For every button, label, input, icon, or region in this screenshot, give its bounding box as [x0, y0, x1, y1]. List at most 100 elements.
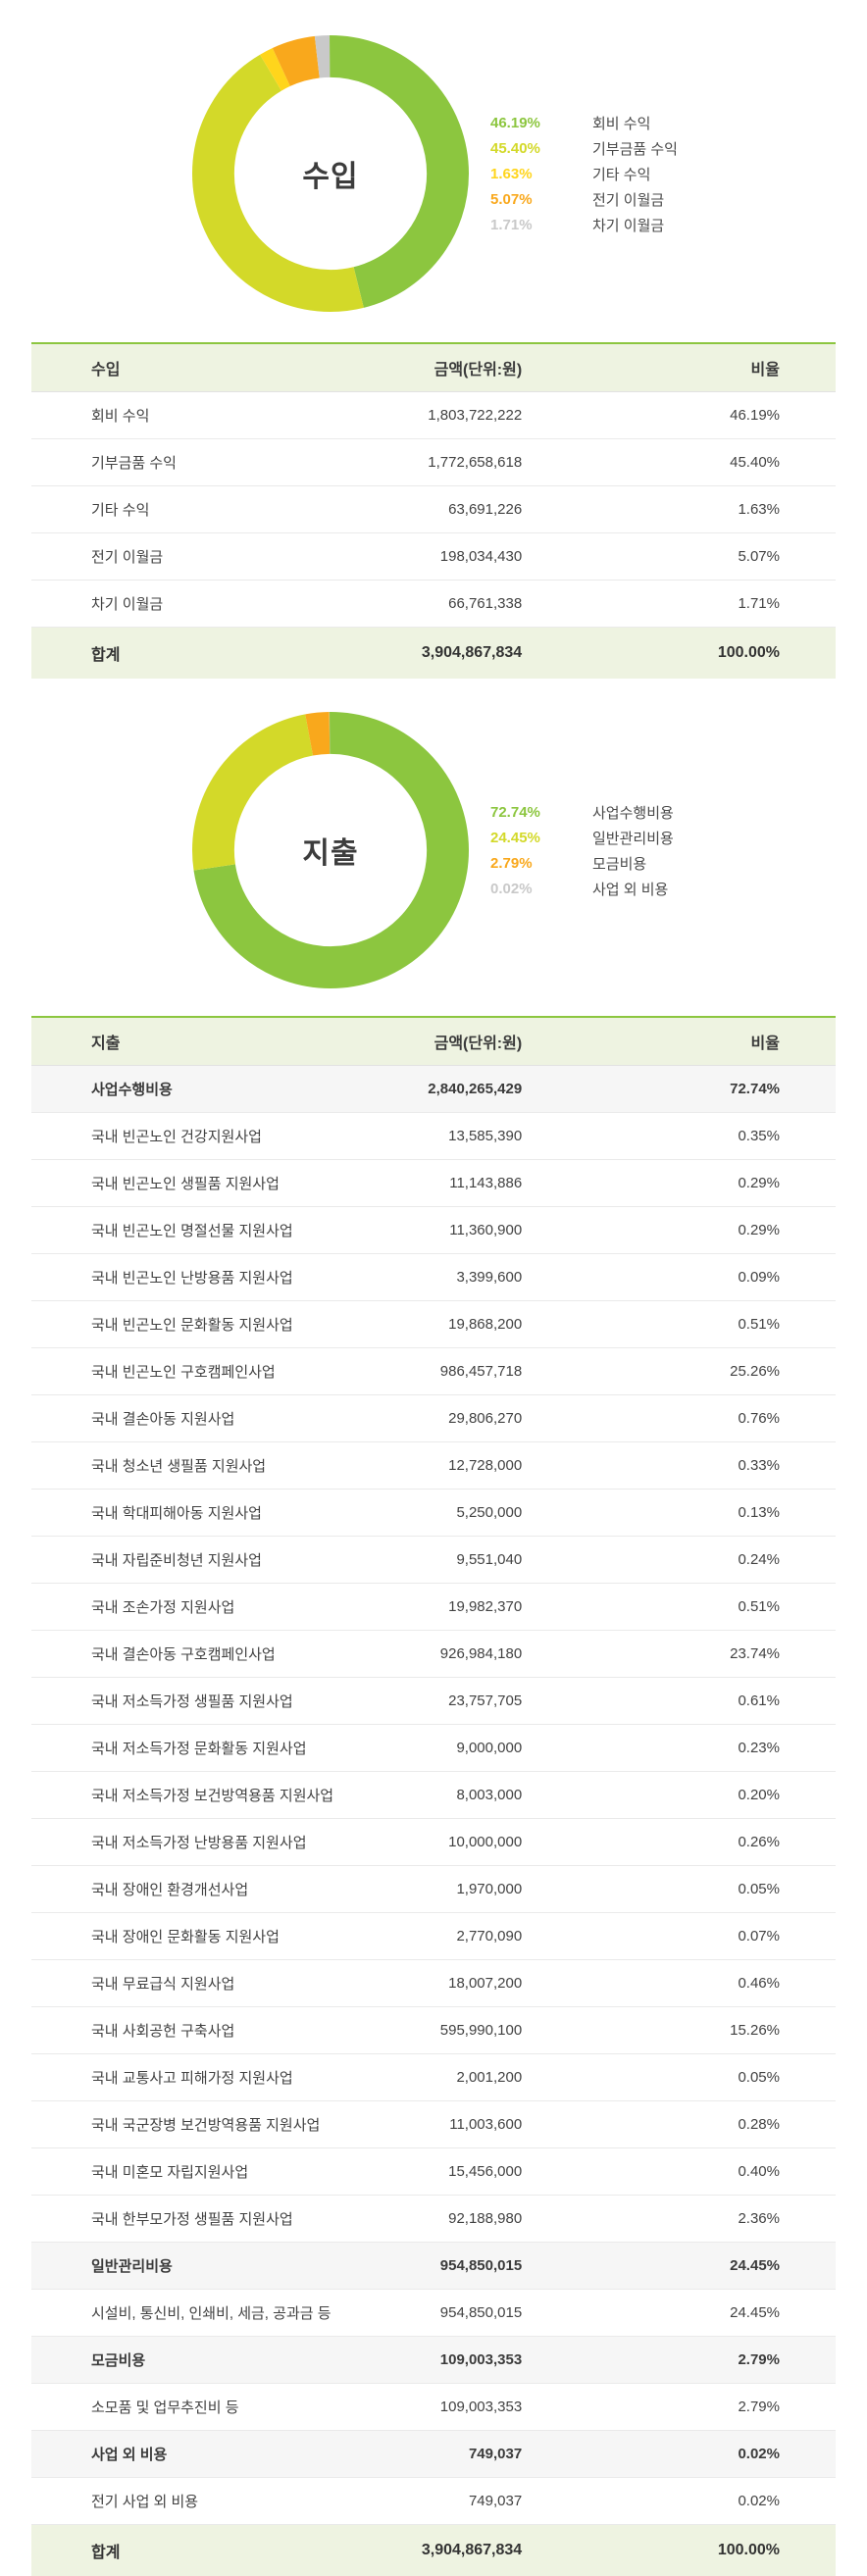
table-row: 사업 외 비용 749,037 0.02% — [31, 2431, 836, 2478]
row-label: 국내 결손아동 구호캠페인사업 — [91, 1646, 276, 1663]
table-row: 국내 빈곤노인 문화활동 지원사업 19,868,200 0.51% — [31, 1301, 836, 1348]
row-ratio: 0.24% — [738, 1551, 780, 1568]
table-total-row: 합계 3,904,867,834 100.00% — [31, 2525, 836, 2576]
row-label: 전기 이월금 — [91, 549, 164, 566]
table-row: 국내 저소득가정 난방용품 지원사업 10,000,000 0.26% — [31, 1819, 836, 1866]
row-amount: 66,761,338 — [448, 595, 523, 612]
row-ratio: 100.00% — [717, 2542, 780, 2558]
row-label: 기부금품 수익 — [91, 455, 177, 472]
table-row: 시설비, 통신비, 인쇄비, 세금, 공과금 등 954,850,015 24.45… — [31, 2290, 836, 2337]
row-label: 국내 빈곤노인 명절선물 지원사업 — [91, 1223, 293, 1239]
table-row: 국내 국군장병 보건방역용품 지원사업 11,003,600 0.28% — [31, 2101, 836, 2148]
row-ratio: 0.29% — [738, 1175, 780, 1191]
expense-donut-center-label: 지출 — [302, 837, 359, 870]
table-row: 국내 결손아동 지원사업 29,806,270 0.76% — [31, 1395, 836, 1442]
row-label: 전기 사업 외 비용 — [91, 2494, 199, 2510]
legend-percent: 72.74% — [490, 803, 540, 821]
row-amount: 9,000,000 — [456, 1740, 523, 1756]
row-label: 사업 외 비용 — [91, 2447, 168, 2463]
row-ratio: 0.05% — [738, 1881, 780, 1897]
row-amount: 1,803,722,222 — [428, 407, 523, 424]
legend-percent: 24.45% — [490, 829, 540, 846]
expense-donut: 지출 — [192, 712, 469, 988]
legend-item: 1.63% 기타 수익 — [490, 161, 678, 186]
row-amount: 2,770,090 — [456, 1928, 523, 1945]
row-amount: 986,457,718 — [439, 1363, 523, 1380]
row-amount: 13,585,390 — [448, 1128, 523, 1144]
row-ratio: 0.02% — [738, 2493, 780, 2509]
table-row: 국내 청소년 생필품 지원사업 12,728,000 0.33% — [31, 1442, 836, 1490]
income-donut-center-label: 수입 — [302, 161, 359, 193]
donut-segment-일반관리비용 — [192, 712, 469, 988]
row-amount: 63,691,226 — [448, 501, 523, 518]
row-label: 합계 — [91, 2545, 121, 2561]
row-ratio: 0.07% — [738, 1928, 780, 1945]
row-ratio: 2.79% — [738, 2399, 780, 2415]
legend-item: 72.74% 사업수행비용 — [490, 799, 674, 825]
row-label: 수입 — [91, 362, 121, 379]
row-label: 국내 빈곤노인 생필품 지원사업 — [91, 1176, 280, 1192]
row-amount: 954,850,015 — [439, 2304, 523, 2321]
table-row: 국내 장애인 환경개선사업 1,970,000 0.05% — [31, 1866, 836, 1913]
row-label: 국내 국군장병 보건방역용품 지원사업 — [91, 2117, 321, 2134]
expense-legend: 72.74% 사업수행비용 24.45% 일반관리비용 2.79% 모금비용 0.02% 사업… — [490, 799, 674, 901]
row-ratio: 0.40% — [738, 2163, 780, 2180]
row-label: 차기 이월금 — [91, 596, 164, 613]
row-amount: 10,000,000 — [448, 1834, 523, 1850]
row-label: 국내 미혼모 자립지원사업 — [91, 2164, 249, 2181]
row-ratio: 0.20% — [738, 1787, 780, 1803]
row-ratio: 23.74% — [730, 1645, 780, 1662]
row-ratio: 24.45% — [730, 2304, 780, 2321]
table-row: 국내 사회공헌 구축사업 595,990,100 15.26% — [31, 2007, 836, 2054]
row-amount: 92,188,980 — [448, 2210, 523, 2227]
table-row: 국내 학대피해아동 지원사업 5,250,000 0.13% — [31, 1490, 836, 1537]
table-row: 국내 무료급식 지원사업 18,007,200 0.46% — [31, 1960, 836, 2007]
table-row: 모금비용 109,003,353 2.79% — [31, 2337, 836, 2384]
expense-table: 지출 금액(단위:원) 비율 사업수행비용 2,840,265,429 72.74% 국내 … — [31, 1016, 836, 2576]
legend-percent: 2.79% — [490, 854, 533, 872]
legend-item: 5.07% 전기 이월금 — [490, 186, 678, 212]
row-ratio: 72.74% — [730, 1081, 780, 1097]
row-label: 일반관리비용 — [91, 2258, 173, 2275]
row-label: 국내 학대피해아동 지원사업 — [91, 1505, 262, 1522]
income-donut: 수입 — [192, 35, 469, 312]
row-ratio: 0.46% — [738, 1975, 780, 1992]
row-ratio: 2.36% — [738, 2210, 780, 2227]
row-amount: 11,143,886 — [449, 1175, 523, 1191]
row-amount: 금액(단위:원) — [434, 362, 523, 379]
row-ratio: 0.33% — [738, 1457, 780, 1474]
income-chart-section: 수입 46.19% 회비 수익 45.40% 기부금품 수익 1.63% 기타 수익 5.0… — [0, 0, 867, 342]
legend-percent: 5.07% — [490, 190, 533, 208]
table-row: 국내 교통사고 피해가정 지원사업 2,001,200 0.05% — [31, 2054, 836, 2101]
row-amount: 749,037 — [468, 2446, 523, 2462]
row-amount: 18,007,200 — [448, 1975, 523, 1992]
table-row: 국내 장애인 문화활동 지원사업 2,770,090 0.07% — [31, 1913, 836, 1960]
table-row: 국내 결손아동 구호캠페인사업 926,984,180 23.74% — [31, 1631, 836, 1678]
row-ratio: 비율 — [750, 1035, 780, 1052]
row-amount: 954,850,015 — [439, 2257, 523, 2274]
row-label: 기타 수익 — [91, 502, 150, 519]
row-label: 지출 — [91, 1035, 121, 1052]
table-row: 국내 빈곤노인 난방용품 지원사업 3,399,600 0.09% — [31, 1254, 836, 1301]
row-ratio: 0.61% — [738, 1692, 780, 1709]
row-label: 국내 사회공헌 구축사업 — [91, 2023, 235, 2040]
row-amount: 3,904,867,834 — [421, 2542, 523, 2558]
row-ratio: 0.05% — [738, 2069, 780, 2086]
table-header-row: 수입 금액(단위:원) 비율 — [31, 344, 836, 392]
donut-segment-기부금품 수익 — [192, 35, 469, 312]
table-row: 국내 자립준비청년 지원사업 9,551,040 0.24% — [31, 1537, 836, 1584]
row-ratio: 2.79% — [738, 2351, 780, 2368]
row-ratio: 45.40% — [730, 454, 780, 471]
row-ratio: 0.02% — [738, 2446, 780, 2462]
row-amount: 15,456,000 — [448, 2163, 523, 2180]
row-amount: 29,806,270 — [448, 1410, 523, 1427]
table-row: 국내 저소득가정 보건방역용품 지원사업 8,003,000 0.20% — [31, 1772, 836, 1819]
donut-segment-회비 수익 — [192, 35, 469, 312]
row-label: 합계 — [91, 647, 121, 664]
table-row: 국내 저소득가정 생필품 지원사업 23,757,705 0.61% — [31, 1678, 836, 1725]
legend-item: 46.19% 회비 수익 — [490, 110, 678, 135]
row-amount: 2,840,265,429 — [428, 1081, 523, 1097]
legend-label: 회비 수익 — [592, 115, 651, 132]
legend-label: 전기 이월금 — [592, 191, 665, 209]
row-ratio: 1.71% — [738, 595, 780, 612]
